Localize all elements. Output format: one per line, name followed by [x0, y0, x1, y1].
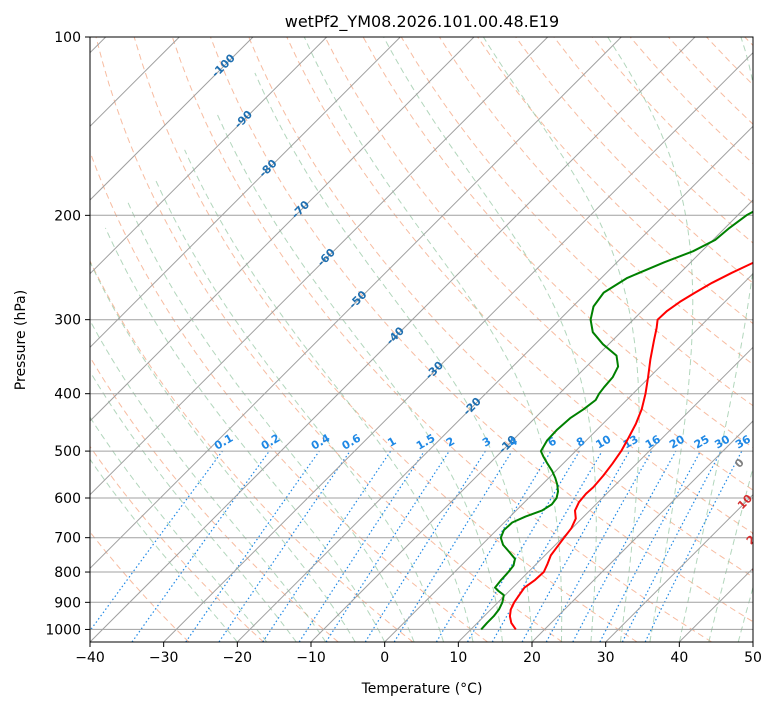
- mixing-ratio-line: [325, 450, 450, 642]
- dry-adiabat: [95, 37, 563, 642]
- dry-adiabat: [210, 37, 753, 623]
- x-axis-title: Temperature (°C): [361, 681, 483, 697]
- isotherm-line: [90, 37, 475, 422]
- x-tick-label: 0: [380, 650, 389, 666]
- moist-adiabat: [90, 458, 238, 642]
- mixing-ratio-line: [545, 450, 653, 642]
- plot-background: [90, 37, 753, 642]
- dry-adiabat: [133, 37, 638, 642]
- moist-adiabat: [678, 37, 753, 642]
- y-tick-label: 200: [54, 208, 81, 224]
- chart-title: wetPf2_YM08.2026.101.00.48.E19: [285, 12, 559, 32]
- x-tick-label: −10: [296, 650, 326, 666]
- x-tick-label: −30: [149, 650, 179, 666]
- x-tick-label: −40: [75, 650, 105, 666]
- isotherm-line: [457, 346, 753, 642]
- x-tick-label: 50: [744, 650, 762, 666]
- isotherm-line: [310, 199, 753, 642]
- dry-adiabat: [90, 259, 414, 642]
- mixing-ratio-line: [90, 450, 223, 632]
- mixing-ratio-line: [521, 450, 631, 642]
- mixing-ratio-line: [644, 450, 743, 642]
- dry-adiabat: [171, 37, 712, 642]
- moist-adiabat: [254, 72, 533, 642]
- plot-frame: [89, 36, 754, 643]
- mixing-ratio-line: [298, 450, 425, 642]
- y-tick-label: 500: [54, 444, 81, 460]
- isotherm-line: [90, 37, 328, 275]
- dry-adiabat: [286, 37, 753, 534]
- moist-adiabat: [303, 37, 563, 642]
- y-tick-label: 400: [54, 387, 81, 403]
- y-axis-title: Pressure (hPa): [13, 290, 29, 390]
- x-tick-label: −20: [223, 650, 253, 666]
- isotherm-line: [605, 493, 753, 642]
- isotherm-line: [90, 37, 622, 570]
- y-tick-label: 600: [54, 491, 81, 507]
- y-tick-label: 1000: [45, 622, 81, 638]
- dry-adiabat: [515, 37, 753, 284]
- moist-adiabat: [104, 227, 386, 642]
- isotherm-line: [90, 37, 696, 642]
- mixing-ratio-line: [218, 450, 351, 642]
- dry-adiabat: [90, 445, 264, 642]
- mixing-ratio-line: [262, 450, 392, 642]
- theta-label: 30: [750, 558, 770, 578]
- mixing-ratio-line: [572, 450, 677, 642]
- y-tick-label: 300: [54, 313, 81, 329]
- isotherm-line: [90, 37, 401, 349]
- isotherm-line: [90, 37, 549, 496]
- y-tick-label: 100: [54, 30, 81, 46]
- x-tick-label: 10: [449, 650, 467, 666]
- mixing-ratio-line: [185, 450, 320, 642]
- y-tick-label: 900: [54, 595, 81, 611]
- mixing-ratio-line: [393, 450, 513, 642]
- isotherm-line: [531, 420, 753, 642]
- temperature-profile-line: [508, 261, 753, 630]
- mixing-ratio-line: [131, 450, 270, 642]
- y-tick-label: 700: [54, 531, 81, 547]
- x-tick-label: 30: [597, 650, 615, 666]
- moist-adiabat: [90, 370, 297, 642]
- dry-adiabat: [248, 37, 753, 578]
- dewpoint-profile-line: [480, 210, 753, 631]
- moist-adiabat: [90, 416, 268, 642]
- isotherm-line: [384, 272, 753, 642]
- y-tick-label: 800: [54, 565, 81, 581]
- isotherm-line: [236, 125, 753, 642]
- moist-adiabat: [90, 319, 327, 642]
- dry-adiabat: [90, 356, 339, 642]
- isotherm-line: [163, 51, 753, 642]
- moist-adiabat: [383, 37, 597, 642]
- moist-adiabat: [607, 37, 694, 642]
- moist-adiabat: [708, 466, 753, 642]
- isotherm-line: [90, 37, 254, 201]
- moist-adiabat: [90, 260, 356, 642]
- theta-label: 20: [744, 527, 764, 547]
- x-tick-label: 40: [670, 650, 688, 666]
- x-tick-label: 20: [523, 650, 541, 666]
- moist-adiabat: [216, 113, 503, 642]
- moist-adiabat: [127, 201, 415, 642]
- moist-adiabat: [737, 585, 753, 642]
